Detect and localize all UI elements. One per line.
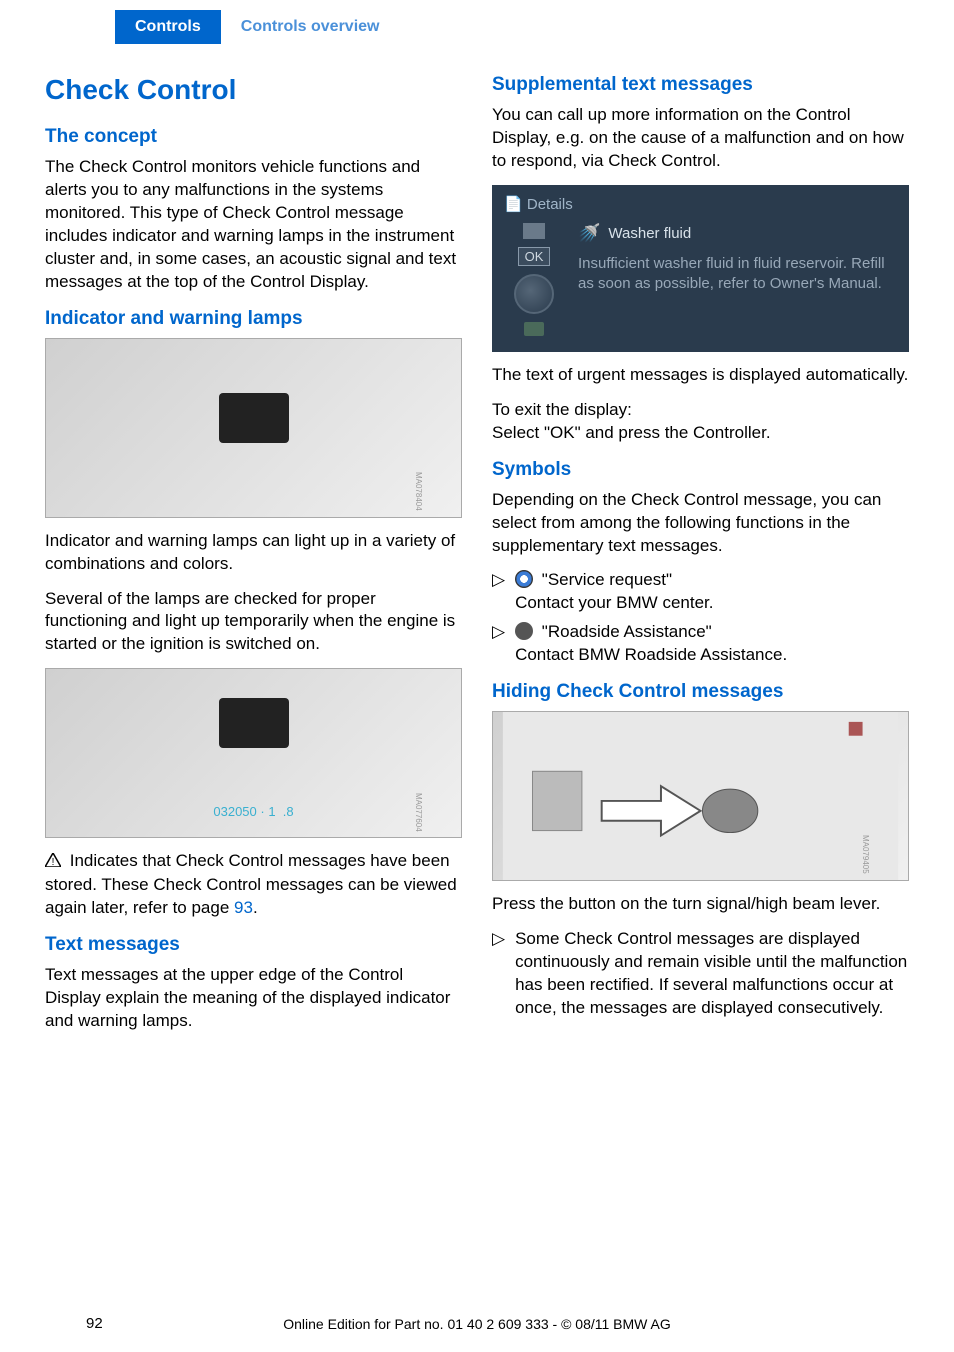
paragraph-text-messages: Text messages at the upper edge of the C…: [45, 964, 462, 1033]
header-bar: Controls Controls overview: [0, 0, 954, 44]
paragraph-concept: The Check Control monitors vehicle funct…: [45, 156, 462, 294]
hiding-list: ▷ Some Check Control messages are displa…: [492, 928, 909, 1020]
footer-line: Online Edition for Part no. 01 40 2 609 …: [0, 1316, 954, 1332]
right-column: Supplemental text messages You can call …: [492, 74, 909, 1045]
heading-text-messages: Text messages: [45, 934, 462, 956]
details-message: Insufficient washer fluid in fluid reser…: [578, 254, 897, 295]
heading-symbols: Symbols: [492, 459, 909, 481]
figure-code-icon: MA079405: [861, 835, 870, 874]
list-item: ▷ "Service request" Contact your BMW cen…: [492, 569, 909, 615]
paragraph-exit-1: To exit the display:: [492, 399, 909, 422]
page-link-93[interactable]: 93: [234, 898, 253, 917]
paragraph-supplemental: You can call up more information on the …: [492, 104, 909, 173]
book-icon: [524, 322, 544, 336]
controller-knob-icon: [514, 274, 554, 314]
tab-controls[interactable]: Controls: [115, 10, 221, 44]
figure-instrument-cluster: MA078404: [45, 338, 462, 518]
odometer-label: 032050 · 1 .8: [213, 804, 293, 819]
paragraph-hiding: Press the button on the turn signal/high…: [492, 893, 909, 916]
paragraph-symbols: Depending on the Check Control message, …: [492, 489, 909, 558]
paragraph-exit-2: Select "OK" and press the Controller.: [492, 422, 909, 445]
symbols-list: ▷ "Service request" Contact your BMW cen…: [492, 569, 909, 667]
list-item: ▷ "Roadside Assistance" Contact BMW Road…: [492, 621, 909, 667]
lever-illustration-icon: [493, 712, 908, 880]
hiding-item1: Some Check Control messages are displaye…: [515, 928, 909, 1020]
heading-indicator: Indicator and warning lamps: [45, 308, 462, 330]
paragraph-stored: ! Indicates that Check Control messages …: [45, 850, 462, 920]
heading-supplemental: Supplemental text messages: [492, 74, 909, 96]
triangle-marker-icon: ▷: [492, 928, 505, 1020]
details-right-panel: 🚿 Washer fluid Insufficient washer fluid…: [578, 223, 897, 295]
symbols-item1-title: "Service request": [537, 570, 672, 589]
svg-text:!: !: [52, 857, 55, 867]
symbols-item2-sub: Contact BMW Roadside Assistance.: [515, 645, 787, 664]
figure-turn-signal-lever: MA079405: [492, 711, 909, 881]
bmw-logo-icon: [515, 570, 533, 588]
figure-code-icon: MA077604: [414, 793, 423, 832]
symbols-item1-sub: Contact your BMW center.: [515, 593, 713, 612]
tab-controls-overview[interactable]: Controls overview: [221, 10, 400, 44]
small-flag-icon: [523, 223, 545, 239]
heading-hiding: Hiding Check Control messages: [492, 681, 909, 703]
heading-concept: The concept: [45, 126, 462, 148]
figure-details-display: 📄 Details OK 🚿 Washer fluid Insufficient…: [492, 185, 909, 352]
red-square-icon: [849, 722, 863, 736]
oil-icon: [219, 698, 289, 748]
page-title: Check Control: [45, 74, 462, 106]
page-content: Check Control The concept The Check Cont…: [0, 44, 954, 1065]
list-item: ▷ Some Check Control messages are displa…: [492, 928, 909, 1020]
details-left-panel: OK: [504, 223, 564, 336]
details-header: 📄 Details: [492, 191, 909, 217]
triangle-marker-icon: ▷: [492, 621, 505, 667]
paragraph-urgent: The text of urgent messages is displayed…: [492, 364, 909, 387]
figure-code-icon: MA078404: [414, 472, 423, 511]
paragraph-indicator-2: Several of the lamps are checked for pro…: [45, 588, 462, 657]
left-column: Check Control The concept The Check Cont…: [45, 74, 462, 1045]
phone-icon: [515, 622, 533, 640]
paragraph-indicator-1: Indicator and warning lamps can light up…: [45, 530, 462, 576]
triangle-marker-icon: ▷: [492, 569, 505, 615]
details-header-text: Details: [527, 196, 573, 213]
ok-button[interactable]: OK: [518, 247, 551, 266]
symbols-item2-title: "Roadside Assistance": [537, 622, 712, 641]
cluster-warning-box-icon: [219, 393, 289, 443]
document-icon: 📄: [504, 196, 523, 213]
stored-text-post: .: [253, 898, 258, 917]
figure-oil-warning: 032050 · 1 .8 MA077604: [45, 668, 462, 838]
washer-fluid-icon: 🚿: [578, 223, 600, 244]
breadcrumb-tabs: Controls Controls overview: [0, 10, 954, 44]
details-title: Washer fluid: [608, 225, 691, 242]
warning-triangle-icon: !: [45, 851, 61, 874]
